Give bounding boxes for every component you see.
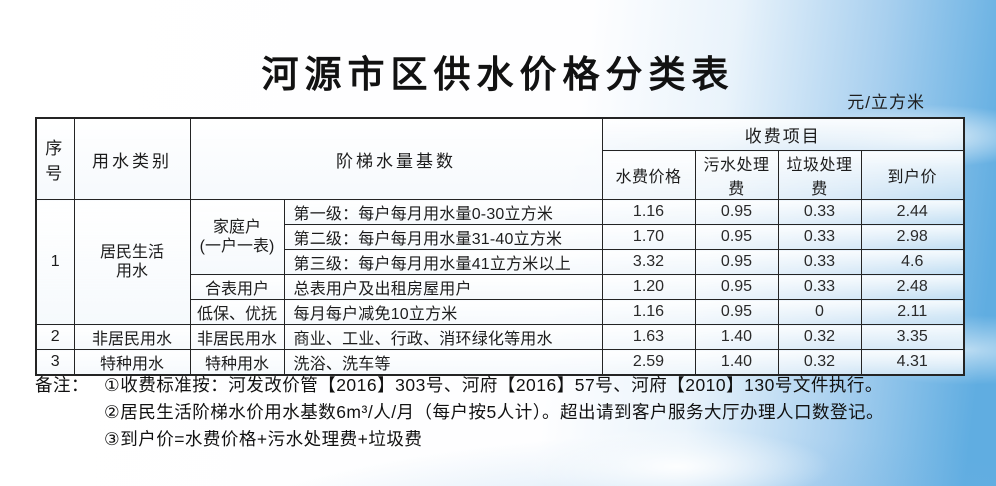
cell-water-price: 3.32 [601, 249, 696, 275]
footnote-line-3: ③到户价=水费价格+污水处理费+垃圾费 [35, 426, 965, 453]
cell-subcategory-family: 家庭户 (一户一表) [189, 199, 285, 275]
footnote-text-2: ②居民生活阶梯水价用水基数6m³/人/月（每户按5人计）。超出请到客户服务大厅办… [104, 402, 885, 422]
cell-sewage-fee: 0.95 [694, 249, 779, 275]
table-row-subsidy: 低保、优抚 每月每户减免10立方米 1.16 0.95 0 2.11 [36, 299, 965, 325]
cell-index-special: 3 [35, 349, 75, 376]
water-price-table: 序号 用水类别 阶梯水量基数 收费项目 水费价格 污水处理费 垃圾处理费 到户价… [35, 117, 965, 376]
cell-sewage-fee: 1.40 [694, 349, 779, 376]
cell-subcategory-combined: 合表用户 [189, 274, 285, 300]
cell-sewage-fee: 0.95 [694, 224, 779, 250]
cell-sewage-fee: 1.40 [694, 324, 779, 350]
footnotes: 备注： ①收费标准按：河发改价管【2016】303号、河府【2016】57号、河府… [35, 372, 965, 453]
page-title: 河源市区供水价格分类表 [261, 55, 735, 96]
cell-subcategory-special: 特种用水 [189, 349, 285, 376]
table-row-non-residential: 2 非居民用水 非居民用水 商业、工业、行政、消环绿化等用水 1.63 1.40… [35, 324, 965, 350]
cell-garbage-fee: 0.32 [777, 349, 862, 376]
cell-water-price: 1.16 [601, 199, 696, 225]
cell-garbage-fee: 0.33 [777, 199, 862, 225]
cell-household-price: 4.31 [860, 349, 965, 376]
cell-water-price: 1.63 [601, 324, 696, 350]
cell-desc: 洗浴、洗车等 [283, 349, 603, 376]
cell-household-price: 3.35 [860, 324, 965, 350]
footnote-line-1: 备注： ①收费标准按：河发改价管【2016】303号、河府【2016】57号、河府… [35, 372, 965, 399]
header-row-1: 序号 用水类别 阶梯水量基数 收费项目 [35, 117, 965, 200]
cell-desc: 第三级：每户每月用水量41立方米以上 [283, 249, 603, 275]
table-row-tier1: 1 居民生活 用水 家庭户 (一户一表) 第一级：每户每月用水量0-30立方米 … [35, 199, 965, 325]
cell-water-price: 1.70 [601, 224, 696, 250]
cell-water-price: 2.59 [601, 349, 696, 376]
cell-garbage-fee: 0.33 [777, 249, 862, 275]
cell-desc: 第二级：每户每月用水量31-40立方米 [283, 224, 603, 250]
cell-desc: 每月每户减免10立方米 [283, 299, 603, 325]
cell-garbage-fee: 0.32 [777, 324, 862, 350]
table-row-tier3: 第三级：每户每月用水量41立方米以上 3.32 0.95 0.33 4.6 [36, 249, 965, 275]
cell-category-residential: 居民生活 用水 [73, 199, 191, 325]
cell-subcategory-subsidy: 低保、优抚 [189, 299, 285, 325]
cell-sewage-fee: 0.95 [694, 274, 779, 300]
header-sewage-fee: 污水处理费 [694, 150, 779, 200]
cell-household-price: 2.98 [860, 224, 965, 250]
footnote-line-2: ②居民生活阶梯水价用水基数6m³/人/月（每户按5人计）。超出请到客户服务大厅办… [35, 399, 965, 426]
header-household-price: 到户价 [860, 150, 965, 200]
cell-sewage-fee: 0.95 [694, 299, 779, 325]
footnote-text-1: ①收费标准按：河发改价管【2016】303号、河府【2016】57号、河府【20… [104, 375, 883, 395]
cell-index-residential: 1 [35, 199, 75, 325]
header-garbage-fee: 垃圾处理费 [777, 150, 862, 200]
cell-category-non-residential: 非居民用水 [73, 324, 191, 350]
header-charge-items: 收费项目 [601, 117, 965, 151]
header-tier-base: 阶梯水量基数 [189, 117, 603, 200]
header-index: 序号 [35, 117, 75, 200]
cell-household-price: 4.6 [860, 249, 965, 275]
header-category: 用水类别 [73, 117, 191, 200]
cell-desc: 商业、工业、行政、消环绿化等用水 [283, 324, 603, 350]
footnote-label: 备注： [35, 375, 89, 395]
footnote-text-3: ③到户价=水费价格+污水处理费+垃圾费 [104, 429, 423, 449]
cell-household-price: 2.48 [860, 274, 965, 300]
cell-water-price: 1.16 [601, 299, 696, 325]
cell-sewage-fee: 0.95 [694, 199, 779, 225]
unit-label: 元/立方米 [847, 93, 925, 112]
cell-desc: 总表用户及出租房屋用户 [283, 274, 603, 300]
cell-subcategory-non-residential: 非居民用水 [189, 324, 285, 350]
table-row-special: 3 特种用水 特种用水 洗浴、洗车等 2.59 1.40 0.32 4.31 [35, 349, 965, 376]
table-row-combined-meter: 合表用户 总表用户及出租房屋用户 1.20 0.95 0.33 2.48 [36, 274, 965, 300]
header-row-2: 水费价格 污水处理费 垃圾处理费 到户价 [36, 150, 965, 200]
cell-garbage-fee: 0.33 [777, 274, 862, 300]
cell-index-non-residential: 2 [35, 324, 75, 350]
cell-household-price: 2.11 [860, 299, 965, 325]
cell-garbage-fee: 0.33 [777, 224, 862, 250]
cell-household-price: 2.44 [860, 199, 965, 225]
header-water-price: 水费价格 [601, 150, 696, 200]
cell-category-special: 特种用水 [73, 349, 191, 376]
cell-garbage-fee: 0 [777, 299, 862, 325]
cell-desc: 第一级：每户每月用水量0-30立方米 [283, 199, 603, 225]
cell-water-price: 1.20 [601, 274, 696, 300]
table-row-tier2: 第二级：每户每月用水量31-40立方米 1.70 0.95 0.33 2.98 [36, 224, 965, 250]
